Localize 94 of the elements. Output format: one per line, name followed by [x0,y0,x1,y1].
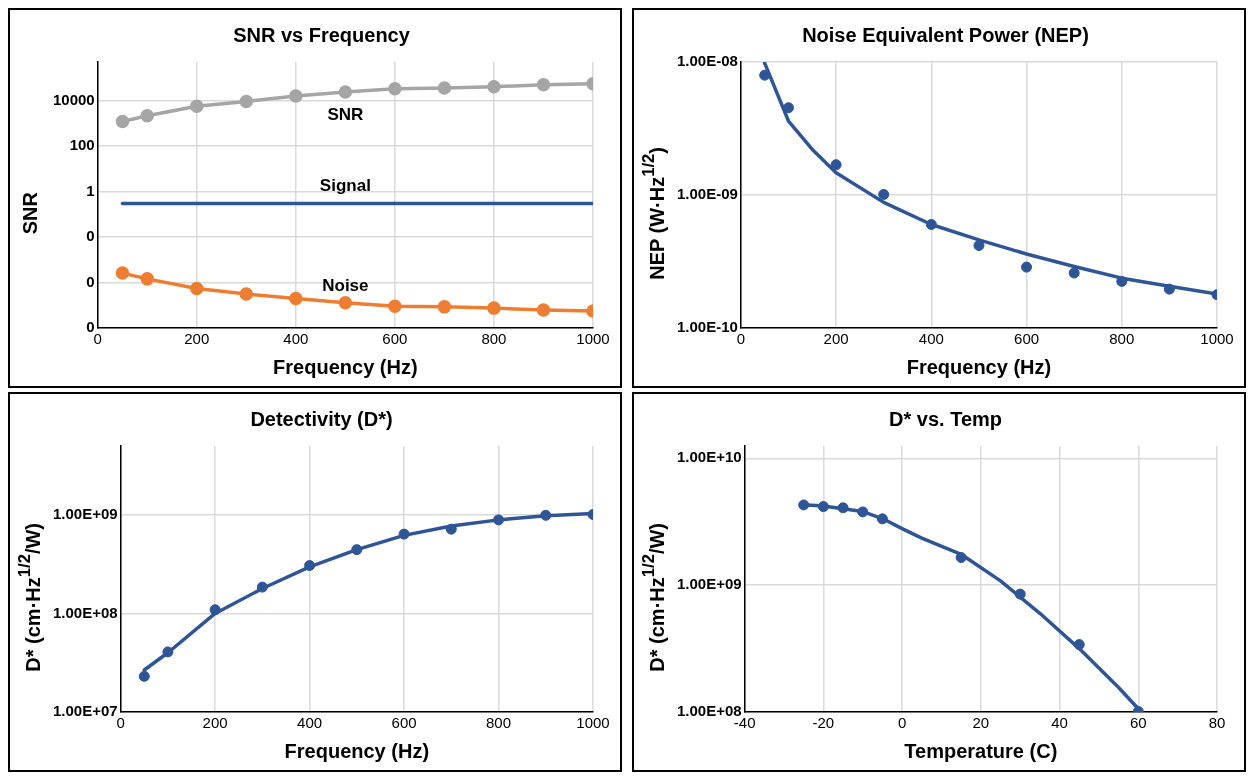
x-axis-title: Frequency (Hz) [273,355,418,378]
chart-title: D* vs. Temp [889,407,1002,430]
point [388,82,402,96]
point [115,114,130,129]
point [289,291,303,306]
y-tick-label: 100 [69,136,95,154]
point [239,287,254,301]
point [437,300,452,314]
x-tick-label: 1000 [1200,330,1234,348]
y-tick-label: 0 [86,272,95,290]
y-tick-label: 1.00E+09 [676,575,742,593]
y-tick-label: 1 [86,181,95,199]
x-tick-label: -20 [812,714,835,732]
y-tick-label: 1.00E-10 [676,318,738,336]
point [338,295,353,310]
point [857,506,869,518]
x-axis-title: Temperature (C) [904,739,1058,762]
series-label: Noise [322,275,369,295]
x-axis-title: Frequency (Hz) [284,739,430,762]
point [239,94,254,109]
x-tick-label: 600 [382,330,408,348]
point [445,523,457,535]
chart-title: Noise Equivalent Power (NEP) [802,23,1089,46]
point [437,81,452,95]
point [289,89,303,103]
point [140,109,154,123]
point [190,99,204,113]
point [487,79,501,94]
point [304,560,316,572]
y-tick-label: 1.00E-09 [676,185,738,203]
point [1068,267,1080,279]
point [493,514,505,526]
x-tick-label: 600 [391,714,417,732]
point [338,85,353,99]
x-axis-title: Frequency (Hz) [906,355,1052,378]
point [837,502,849,514]
series-label: SNR [327,104,364,124]
x-tick-label: 400 [283,330,309,348]
y-tick-label: 1.00E+09 [52,505,118,523]
chart-title: SNR vs Frequency [233,23,411,46]
point [876,513,888,525]
point [115,266,130,280]
point [140,272,154,286]
y-tick-label: 1.00E+07 [52,702,118,720]
x-tick-label: 400 [297,714,323,732]
x-tick-label: 200 [823,330,849,348]
y-tick-label: 0 [86,227,95,245]
point [1073,639,1085,651]
x-tick-label: 800 [1109,330,1135,348]
point [1021,261,1033,273]
chart-title: Detectivity (D*) [250,407,393,430]
x-tick-label: 200 [202,714,228,732]
x-tick-label: 40 [1051,714,1068,732]
point [536,77,551,92]
y-tick-label: 1.00E+08 [676,702,742,720]
point [138,670,150,682]
point [540,509,552,521]
point [817,501,829,513]
point [162,646,174,658]
x-tick-label: 200 [184,330,210,348]
point [1014,588,1026,600]
y-tick-label: 1.00E+10 [676,448,742,466]
point [536,303,551,317]
point [798,499,810,511]
point [878,188,890,200]
y-tick-label: 0 [86,318,95,336]
x-tick-label: 1000 [576,330,610,348]
x-tick-label: 0 [897,714,907,732]
y-tick-label: 10000 [52,90,95,108]
point [487,301,501,315]
point [955,552,967,564]
x-tick-label: 60 [1129,714,1147,732]
x-tick-label: 600 [1014,330,1040,348]
x-tick-label: 800 [481,330,507,348]
x-tick-label: 400 [918,330,944,348]
point [925,219,937,231]
series-label: Signal [319,176,371,196]
point [1116,275,1128,287]
point [190,281,204,296]
point [1163,283,1175,295]
point [973,240,985,252]
x-tick-label: 1000 [576,714,610,732]
y-tick-label: 1.00E-08 [676,52,738,70]
x-tick-label: 80 [1208,714,1226,732]
point [398,528,410,540]
y-tick-label: 1.00E+08 [52,603,118,621]
point [256,581,268,593]
point [830,159,842,171]
point [209,604,221,616]
y-axis-title: SNR [18,191,42,235]
x-tick-label: 20 [972,714,990,732]
x-tick-label: 800 [486,714,512,732]
point [351,544,363,556]
point [388,299,402,313]
